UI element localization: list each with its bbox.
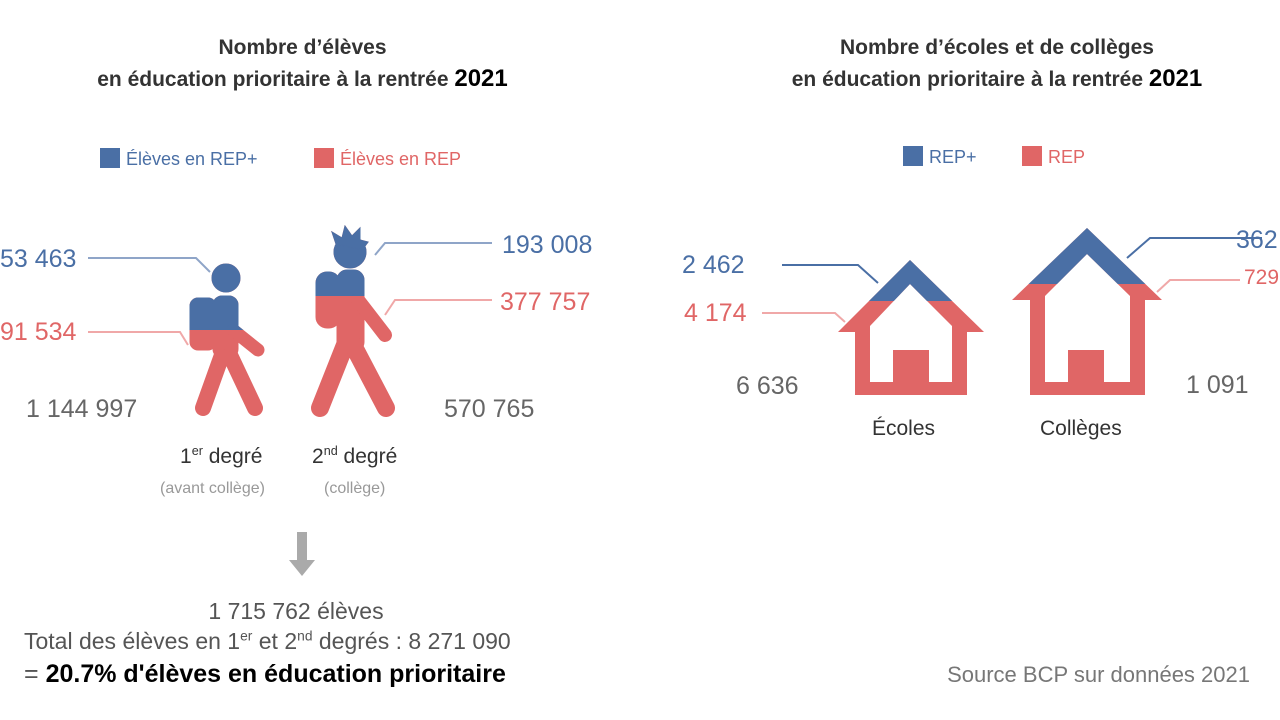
legend-item: Élèves en REP <box>314 148 461 170</box>
title-line: Nombre d’écoles et de collèges <box>840 36 1154 59</box>
legend-item: REP+ <box>903 146 977 168</box>
category-label: 2nd degré <box>312 444 397 469</box>
total-label: 1 144 997 <box>26 395 138 423</box>
student-primary-icon <box>190 264 258 408</box>
school-icon <box>838 260 984 395</box>
total-label: 6 636 <box>736 372 799 400</box>
category-label: 1er degré <box>180 444 262 469</box>
title-year: 2021 <box>454 65 508 92</box>
value-label: 4 174 <box>684 299 747 327</box>
value-label: 729 <box>1244 266 1280 289</box>
category-sub: (collège) <box>324 480 386 497</box>
text-part: er <box>240 628 253 644</box>
value-label: 362 <box>1236 226 1278 254</box>
source-note: Source BCP sur données 2021 <box>947 662 1250 687</box>
value-label: 91 534 <box>0 318 77 346</box>
text-part: = <box>24 660 39 688</box>
right-title: Nombre d’écoles et de collèges en éducat… <box>730 32 1264 95</box>
text-part: et 2 <box>252 628 298 654</box>
value-label: 53 463 <box>0 245 77 273</box>
text-part: degré <box>337 445 398 468</box>
text-part: 20.7% d'élèves en éducation prioritaire <box>45 660 506 688</box>
total-label: 570 765 <box>444 395 535 423</box>
title-line: Nombre d’élèves <box>218 36 387 59</box>
legend-label: Élèves en REP <box>340 149 462 169</box>
title-line: en éducation prioritaire à la rentrée 20… <box>30 63 575 95</box>
category-label: Collèges <box>1040 417 1122 440</box>
down-arrow <box>289 532 315 576</box>
value-label: 377 757 <box>500 288 591 316</box>
title-text: en éducation prioritaire à la rentrée <box>97 68 449 91</box>
legend-label: Élèves en REP+ <box>126 149 258 169</box>
text-part: 2 <box>312 445 324 468</box>
category-label: Écoles <box>872 417 936 440</box>
left-title: Nombre d’élèves en éducation prioritaire… <box>30 32 575 95</box>
college-icon <box>1012 228 1162 395</box>
leader-lines <box>88 237 1262 346</box>
summary-conclusion: = 20.7% d'élèves en éducation prioritair… <box>24 660 506 689</box>
text-part: nd <box>297 628 313 644</box>
title-year: 2021 <box>1148 65 1203 92</box>
total-label: 1 091 <box>1186 371 1249 399</box>
text-part: degré <box>202 445 263 468</box>
title-text: en éducation prioritaire à la rentrée <box>791 68 1144 91</box>
text-part: nd <box>323 444 338 458</box>
text-part: degrés : 8 271 090 <box>312 628 511 654</box>
legend-label: REP <box>1048 147 1086 167</box>
text-part: Total des élèves en 1 <box>24 628 241 654</box>
summary-total: Total des élèves en 1er et 2nd degrés : … <box>24 628 511 655</box>
value-label: 2 462 <box>682 251 745 279</box>
legend-label: REP+ <box>929 147 977 167</box>
text-part: er <box>191 444 203 458</box>
title-line: en éducation prioritaire à la rentrée 20… <box>730 63 1264 95</box>
legend-item: Élèves en REP+ <box>100 148 258 170</box>
value-label: 193 008 <box>502 231 593 259</box>
text-part: 1 <box>180 445 192 468</box>
category-sub: (avant collège) <box>160 480 265 497</box>
summary-students: 1 715 762 élèves <box>208 598 384 624</box>
legend-item: REP <box>1022 146 1085 168</box>
